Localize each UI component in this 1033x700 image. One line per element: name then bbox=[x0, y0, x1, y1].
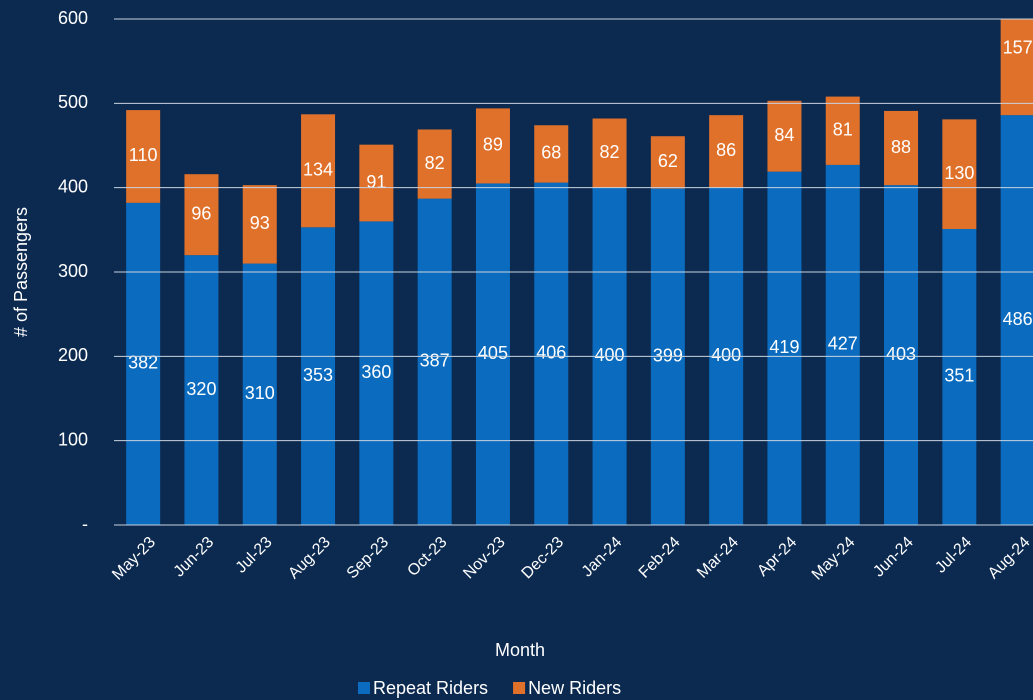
bar-segment bbox=[417, 129, 452, 199]
bar-segment bbox=[825, 96, 860, 165]
data-label: 89 bbox=[483, 135, 503, 155]
y-tick-label: 500 bbox=[58, 92, 88, 112]
bar-segment bbox=[184, 255, 219, 525]
y-tick-label: 400 bbox=[58, 176, 88, 196]
y-axis-title: # of Passengers bbox=[11, 207, 31, 337]
data-label: 400 bbox=[595, 345, 625, 365]
bar-segment bbox=[242, 185, 277, 264]
data-label: 382 bbox=[128, 353, 158, 373]
data-label: 84 bbox=[774, 125, 794, 145]
bar-segment bbox=[1000, 115, 1033, 525]
data-label: 403 bbox=[886, 344, 916, 364]
data-label: 387 bbox=[420, 351, 450, 371]
y-tick-label: 200 bbox=[58, 345, 88, 365]
data-label: 88 bbox=[891, 137, 911, 157]
data-label: 82 bbox=[425, 153, 445, 173]
data-label: 96 bbox=[191, 203, 211, 223]
legend-swatch bbox=[358, 682, 370, 694]
bar-segment bbox=[475, 108, 510, 184]
y-tick-label: 600 bbox=[58, 8, 88, 28]
data-label: 68 bbox=[541, 143, 561, 163]
bar-segment bbox=[242, 263, 277, 525]
data-label: 405 bbox=[478, 343, 508, 363]
data-label: 400 bbox=[711, 345, 741, 365]
y-tick-label: 100 bbox=[58, 429, 88, 449]
y-tick-label: - bbox=[82, 514, 88, 534]
bar-segment bbox=[359, 144, 394, 222]
bar-segment bbox=[825, 164, 860, 525]
data-label: 353 bbox=[303, 365, 333, 385]
bar-segment bbox=[942, 119, 977, 229]
bar-segment bbox=[126, 202, 161, 525]
bar-segment bbox=[301, 227, 336, 525]
data-label: 86 bbox=[716, 140, 736, 160]
bar-segment bbox=[767, 171, 802, 526]
plot-area: 382 110 320 96 310 93 353 134 360 91 387 82 405 89 406… bbox=[126, 19, 1033, 526]
data-label: 81 bbox=[833, 119, 853, 139]
data-label: 91 bbox=[366, 172, 386, 192]
data-label: 157 bbox=[1003, 38, 1033, 58]
data-label: 360 bbox=[361, 362, 391, 382]
data-label: 130 bbox=[944, 163, 974, 183]
bar-segment bbox=[592, 118, 627, 188]
bar-segment bbox=[475, 183, 510, 525]
bar-segment bbox=[767, 100, 802, 172]
legend-label: Repeat Riders bbox=[373, 678, 488, 698]
bar-segment bbox=[417, 198, 452, 525]
data-label: 399 bbox=[653, 346, 683, 366]
data-label: 320 bbox=[186, 379, 216, 399]
y-tick-label: 300 bbox=[58, 261, 88, 281]
legend-swatch bbox=[513, 682, 526, 694]
bar-segment bbox=[1000, 19, 1033, 116]
bar-segment bbox=[942, 228, 977, 526]
data-label: 419 bbox=[769, 337, 799, 357]
data-label: 310 bbox=[245, 383, 275, 403]
data-label: 486 bbox=[1003, 309, 1033, 329]
data-label: 62 bbox=[658, 151, 678, 171]
legend-label: New Riders bbox=[528, 678, 621, 698]
bar-segment bbox=[884, 110, 919, 186]
data-label: 351 bbox=[944, 366, 974, 386]
bar-segment bbox=[534, 182, 569, 525]
x-axis-title: Month bbox=[495, 640, 545, 660]
bar-segment bbox=[709, 115, 744, 188]
data-label: 110 bbox=[129, 145, 158, 165]
data-label: 406 bbox=[536, 343, 566, 363]
data-label: 134 bbox=[303, 160, 333, 180]
data-label: 93 bbox=[250, 213, 270, 233]
data-label: 427 bbox=[828, 334, 858, 354]
bar-segment bbox=[534, 125, 569, 183]
bar-segment bbox=[301, 114, 336, 228]
bar-segment bbox=[884, 185, 919, 526]
bar-segment bbox=[650, 136, 685, 189]
data-label: 82 bbox=[600, 142, 620, 162]
